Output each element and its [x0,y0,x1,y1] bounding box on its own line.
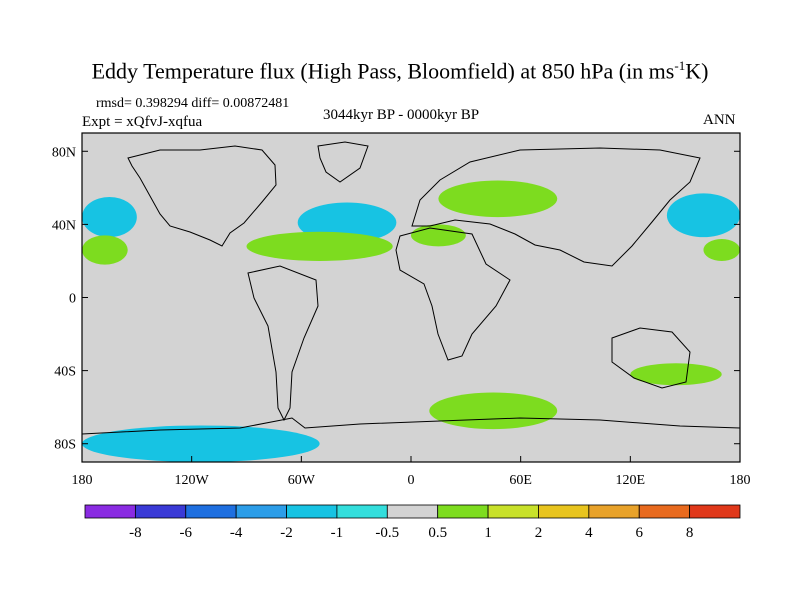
colorbar-label: -1 [331,525,344,541]
colorbar-swatch [437,504,489,519]
colorbar-label: -6 [180,525,193,541]
coastline-antarctica [81,417,741,435]
x-tick-label: 180 [72,473,93,488]
colorbar-swatch [689,504,741,519]
coastline-australia [611,327,691,389]
y-tick-label: 80S [54,438,76,453]
region-southern-ocean-atlantic-positive [429,392,558,430]
coastlines [81,141,741,435]
colorbar-label: 0.5 [428,525,447,541]
region-eurasia-positive [438,180,558,218]
y-tick-label: 0 [69,292,76,307]
region-australia-positive [630,363,722,386]
colorbar: -8 -6 -4 -2 -1 -0.5 0.5 1 2 4 6 8 [84,504,741,541]
region-north-pacific-east-positive [703,239,740,261]
coastline-south-america [247,265,319,422]
colorbar-swatch [336,504,388,519]
colorbar-swatch [386,504,439,519]
colorbar-swatch [185,504,237,519]
coastline-africa [395,227,511,361]
region-north-pacific-west-negative [82,196,137,238]
colorbar-label: -0.5 [375,525,399,541]
colorbar-swatch [638,504,691,519]
colorbar-swatch [134,504,187,519]
period-label: 3044kyr BP - 0000kyr BP [323,107,480,123]
region-mediterranean-positive [411,224,466,247]
coastline-north-america [127,145,277,247]
colorbar-swatch [538,504,590,519]
y-tick-label: 40S [54,365,76,380]
coastline-eurasia [411,147,701,267]
colorbar-label: 8 [686,525,694,541]
colorbar-label: 1 [484,525,492,541]
colorbar-label: -8 [129,525,142,541]
region-north-pacific-east-negative [666,193,740,238]
rmsd-diff-stats: rmsd= 0.398294 diff= 0.00872481 [96,96,290,111]
colorbar-label: 4 [585,525,593,541]
chart-title-unit-exponent: -1 [674,58,686,73]
region-antarctic-peninsula-negative [82,425,320,462]
colorbar-label: 2 [535,525,543,541]
x-tick-label: 0 [408,473,415,488]
colorbar-swatch [286,504,338,519]
chart-title: Eddy Temperature flux (High Pass, Bloomf… [0,58,800,84]
y-tick-label: 80N [52,145,76,160]
season-label: ANN [703,112,736,128]
chart-title-unit-tail: K) [685,58,709,84]
colorbar-label: 6 [635,525,643,541]
region-subtropical-atlantic-positive [246,231,393,261]
colorbar-swatch [487,504,539,519]
colorbar-label: -2 [280,525,293,541]
y-tick-label: 40N [52,218,76,233]
chart-title-main: Eddy Temperature flux (High Pass, Bloomf… [91,58,675,84]
x-tick-label: 120E [616,473,646,488]
axes: 180 120W 60W 0 60E 120E 180 80N 40N 0 40S 80S [52,145,751,488]
coastline-greenland [317,141,369,183]
map-background [82,133,740,462]
experiment-id: Expt = xQfvJ-xqfua [82,114,203,130]
colorbar-swatch [84,504,136,519]
region-subtropical-pacific-west-positive [82,235,128,265]
x-tick-label: 120W [175,473,210,488]
colorbar-swatch [588,504,640,519]
colorbar-swatch [235,504,287,519]
x-tick-label: 60E [509,473,532,488]
colorbar-label: -4 [230,525,243,541]
x-tick-label: 60W [288,473,316,488]
x-tick-label: 180 [730,473,751,488]
